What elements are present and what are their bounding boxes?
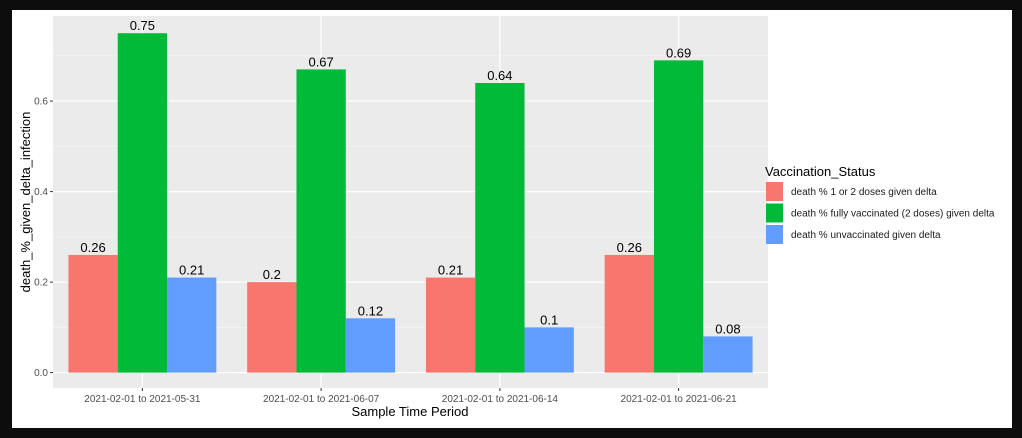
data-label: 0.26	[80, 240, 105, 255]
x-tick-label: 2021-02-01 to 2021-06-14	[442, 394, 559, 405]
y-tick-label: 0.6	[34, 97, 48, 108]
bar	[167, 277, 217, 373]
x-tick-label: 2021-02-01 to 2021-06-07	[263, 394, 380, 405]
data-label: 0.21	[179, 263, 204, 278]
data-label: 0.21	[438, 263, 463, 278]
x-tick-label: 2021-02-01 to 2021-06-21	[621, 394, 738, 405]
y-tick-label: 0.2	[34, 278, 48, 289]
data-label: 0.12	[358, 303, 383, 318]
bar	[425, 277, 476, 373]
legend-label: death % unvaccinated given delta	[791, 230, 941, 241]
x-tick-label: 2021-02-01 to 2021-05-31	[84, 394, 201, 405]
x-axis-label: Sample Time Period	[351, 404, 468, 419]
y-tick-label: 0.0	[34, 368, 48, 379]
data-label: 0.1	[540, 312, 558, 327]
bar	[247, 282, 297, 373]
legend-swatch	[766, 182, 783, 201]
data-label: 0.69	[666, 45, 691, 60]
data-label: 0.26	[617, 240, 642, 255]
data-label: 0.67	[308, 54, 333, 69]
legend-swatch	[766, 203, 783, 223]
bar	[524, 327, 574, 373]
legend-title: Vaccination_Status	[765, 164, 876, 179]
data-label: 0.2	[263, 267, 281, 282]
bar	[296, 69, 346, 373]
data-label: 0.75	[130, 18, 155, 33]
bar	[653, 60, 704, 373]
legend: Vaccination_Status death % 1 or 2 doses …	[765, 164, 995, 244]
data-label: 0.08	[715, 321, 740, 336]
legend-swatch	[766, 225, 783, 244]
bar	[117, 33, 168, 373]
y-axis-label: death_%_given_delta_infection	[18, 112, 33, 293]
y-tick-label: 0.4	[34, 187, 48, 198]
bar	[604, 254, 654, 373]
data-label: 0.64	[487, 68, 512, 83]
bar	[345, 318, 396, 373]
bar	[475, 82, 525, 373]
legend-label: death % fully vaccinated (2 doses) given…	[791, 209, 995, 220]
bar	[68, 254, 118, 373]
bar	[703, 336, 753, 373]
legend-label: death % 1 or 2 doses given delta	[791, 187, 937, 198]
